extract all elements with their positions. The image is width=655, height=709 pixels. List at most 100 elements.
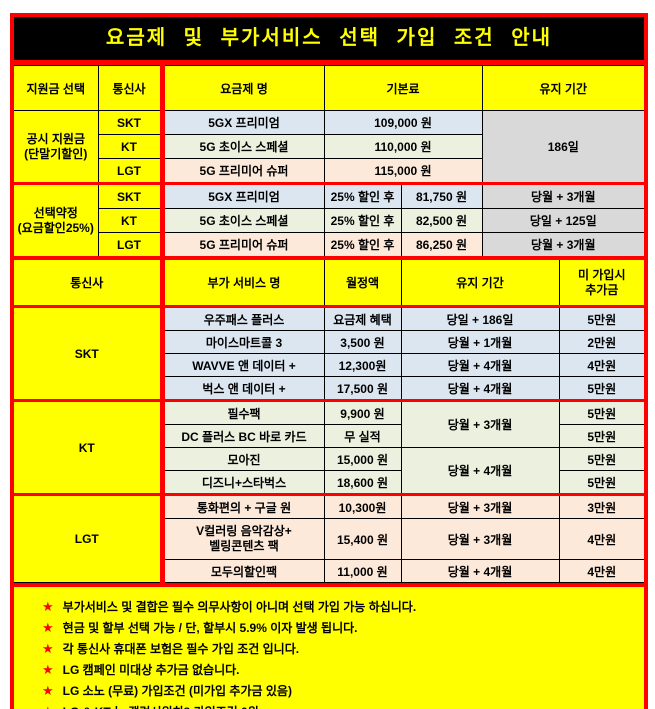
table-row: V컬러링 음악감상+ 벨링콘텐츠 팩 15,400 원 당월 + 3개월 4만원 bbox=[14, 518, 644, 560]
penalty-cell: 5만원 bbox=[558, 376, 644, 401]
penalty-cell: 4만원 bbox=[558, 353, 644, 377]
carrier-cell: LGT bbox=[98, 232, 163, 259]
monthly-fee-cell: 요금제 혜택 bbox=[323, 305, 402, 331]
carrier-cell: KT bbox=[98, 208, 163, 233]
service-name-cell: WAVVE 앤 데이터 + bbox=[159, 353, 325, 377]
note-text: LG 소노 (무료) 가입조건 (미가입 추가금 있음) bbox=[62, 684, 292, 698]
star-icon: ★ bbox=[42, 599, 54, 614]
header-carrier: 통신사 bbox=[97, 65, 163, 111]
discount-label-cell: 25% 할인 후 bbox=[323, 232, 402, 259]
carrier-cell: SKT bbox=[97, 110, 163, 135]
monthly-fee-cell: 11,000 원 bbox=[323, 559, 402, 583]
note-text: 부가서비스 및 결합은 필수 의무사항이 아니며 선택 가입 가능 하십니다. bbox=[62, 600, 417, 614]
header-retention: 유지 기간 bbox=[400, 256, 560, 307]
penalty-cell: 5만원 bbox=[558, 305, 644, 331]
fee-cell: 82,500 원 bbox=[400, 208, 483, 233]
header-service-name: 부가 서비스 명 bbox=[159, 256, 325, 307]
table-row: WAVVE 앤 데이터 + 12,300원 당월 + 4개월 4만원 bbox=[14, 353, 644, 377]
retention-cell: 당월 + 3개월 bbox=[400, 399, 560, 448]
star-icon: ★ bbox=[42, 641, 54, 656]
carrier-cell: LGT bbox=[98, 158, 163, 184]
monthly-fee-cell: 17,500 원 bbox=[323, 376, 402, 401]
note-text: LG 캠페인 미대상 추가금 없습니다. bbox=[62, 663, 240, 677]
service-name-cell: 모아진 bbox=[159, 447, 325, 471]
note-line: ★ 현금 및 할부 선택 가능 / 단, 할부시 5.9% 이자 발생 됩니다. bbox=[14, 617, 644, 638]
fee-cell: 115,000 원 bbox=[323, 158, 482, 184]
service-name-cell: 디즈니+스타벅스 bbox=[159, 470, 325, 495]
notice-frame: 요금제 및 부가서비스 선택 가입 조건 안내 지원금 선택 통신사 요금제 명… bbox=[10, 13, 648, 709]
star-icon: ★ bbox=[42, 662, 54, 677]
table-row: 모아진 15,000 원 당월 + 4개월 5만원 bbox=[14, 447, 644, 495]
fee-cell: 110,000 원 bbox=[323, 134, 482, 159]
star-icon: ★ bbox=[42, 704, 54, 709]
penalty-cell: 5만원 bbox=[558, 447, 644, 471]
fee-cell: 81,750 원 bbox=[400, 182, 483, 209]
retention-cell: 당월 + 4개월 bbox=[400, 376, 560, 401]
retention-cell: 당월 + 3개월 bbox=[400, 518, 560, 560]
footer-notes: ★ 부가서비스 및 결합은 필수 의무사항이 아니며 선택 가입 가능 하십니다.… bbox=[14, 583, 644, 709]
discount-label-cell: 25% 할인 후 bbox=[323, 208, 402, 233]
plan-name-cell: 5G 프리미어 슈퍼 bbox=[159, 158, 325, 184]
retention-cell: 당월 + 4개월 bbox=[400, 353, 560, 377]
table-row: 마이스마트콜 3 3,500 원 당월 + 1개월 2만원 bbox=[14, 330, 644, 354]
service-name-cell: 모두의할인팩 bbox=[159, 559, 325, 583]
retention-cell: 당월 + 4개월 bbox=[400, 559, 560, 583]
retention-cell: 당월 + 1개월 bbox=[400, 330, 560, 354]
retention-cell: 당월 + 4개월 bbox=[400, 447, 560, 495]
carrier-cell: KT bbox=[98, 134, 163, 159]
table-row: 벅스 앤 데이터 + 17,500 원 당월 + 4개월 5만원 bbox=[14, 376, 644, 401]
discount-label-cell: 25% 할인 후 bbox=[323, 182, 402, 209]
retention-cell: 당월 + 3개월 bbox=[481, 232, 644, 259]
penalty-cell: 5만원 bbox=[558, 399, 644, 425]
header-base-fee: 기본료 bbox=[323, 65, 483, 111]
carrier-group-lgt: LGT bbox=[14, 493, 163, 583]
service-name-cell: 통화편의 + 구글 원 bbox=[159, 493, 325, 519]
note-line: ★ LG 캠페인 미대상 추가금 없습니다. bbox=[14, 659, 644, 680]
plan-name-cell: 5G 초이스 스페셜 bbox=[159, 134, 325, 159]
monthly-fee-cell: 15,000 원 bbox=[323, 447, 402, 471]
table-row: 모두의할인팩 11,000 원 당월 + 4개월 4만원 bbox=[14, 559, 644, 583]
table-row: LGT 통화편의 + 구글 원 10,300원 당월 + 3개월 3만원 bbox=[14, 493, 644, 583]
service-name-cell: V컬러링 음악감상+ 벨링콘텐츠 팩 bbox=[159, 518, 325, 560]
carrier-cell: SKT bbox=[97, 182, 163, 209]
note-text: 각 통신사 휴대폰 보험은 필수 가입 조건 입니다. bbox=[62, 642, 300, 656]
monthly-fee-cell: 12,300원 bbox=[323, 353, 402, 377]
table-row: 디즈니+스타벅스 18,600 원 5만원 bbox=[14, 470, 644, 495]
header-retention: 유지 기간 bbox=[481, 65, 644, 111]
retention-cell: 186일 bbox=[481, 110, 644, 184]
service-name-cell: 마이스마트콜 3 bbox=[159, 330, 325, 354]
header-support-select: 지원금 선택 bbox=[14, 65, 99, 111]
retention-cell: 당월 + 3개월 bbox=[481, 182, 644, 209]
fee-cell: 109,000 원 bbox=[323, 110, 483, 135]
penalty-cell: 4만원 bbox=[558, 559, 644, 583]
carrier-group-skt: SKT bbox=[14, 305, 163, 401]
note-line: ★ LG 소노 (무료) 가입조건 (미가입 추가금 있음) bbox=[14, 680, 644, 701]
retention-cell: 당일 + 125일 bbox=[481, 208, 644, 233]
header-penalty: 미 가입시 추가금 bbox=[558, 256, 644, 307]
plan-name-cell: 5G 초이스 스페셜 bbox=[159, 208, 325, 233]
plan-name-cell: 5GX 프리미엄 bbox=[159, 110, 325, 135]
penalty-cell: 5만원 bbox=[558, 470, 644, 495]
note-text: 현금 및 할부 선택 가능 / 단, 할부시 5.9% 이자 발생 됩니다. bbox=[62, 621, 358, 635]
retention-cell: 당월 + 3개월 bbox=[400, 493, 560, 519]
note-text: LG & KT 는 갤럭시워치8 가입조건 0원 bbox=[63, 705, 259, 709]
table-row: SKT 우주패스 플러스 요금제 혜택 당일 + 186일 5만원 bbox=[14, 305, 644, 401]
penalty-cell: 3만원 bbox=[558, 493, 644, 519]
page-title: 요금제 및 부가서비스 선택 가입 조건 안내 bbox=[14, 17, 644, 65]
service-name-cell: 벅스 앤 데이터 + bbox=[159, 376, 325, 401]
penalty-cell: 2만원 bbox=[558, 330, 644, 354]
plan-name-cell: 5GX 프리미엄 bbox=[159, 182, 325, 209]
addon-header-row: 통신사 부가 서비스 명 월정액 유지 기간 미 가입시 추가금 bbox=[14, 256, 644, 307]
table-row: LGT 5G 프리미어 슈퍼 25% 할인 후 86,250 원 당월 + 3개… bbox=[14, 232, 644, 259]
note-line: ★ 각 통신사 휴대폰 보험은 필수 가입 조건 입니다. bbox=[14, 638, 644, 659]
penalty-cell: 4만원 bbox=[558, 518, 644, 560]
section-label-public-subsidy: 공시 지원금 (단말기할인) bbox=[14, 110, 99, 184]
plans-and-addons-table: 지원금 선택 통신사 요금제 명 기본료 유지 기간 공시 지원금 (단말기할인… bbox=[14, 65, 644, 583]
table-row: KT 5G 초이스 스페셜 25% 할인 후 82,500 원 당일 + 125… bbox=[14, 208, 644, 233]
monthly-fee-cell: 3,500 원 bbox=[323, 330, 402, 354]
monthly-fee-cell: 15,400 원 bbox=[323, 518, 402, 560]
header-plan-name: 요금제 명 bbox=[159, 65, 325, 111]
table-row: 공시 지원금 (단말기할인) SKT 5GX 프리미엄 109,000 원 18… bbox=[14, 110, 644, 184]
table-row: DC 플러스 BC 바로 카드 무 실적 5만원 bbox=[14, 424, 644, 448]
monthly-fee-cell: 18,600 원 bbox=[323, 470, 402, 495]
